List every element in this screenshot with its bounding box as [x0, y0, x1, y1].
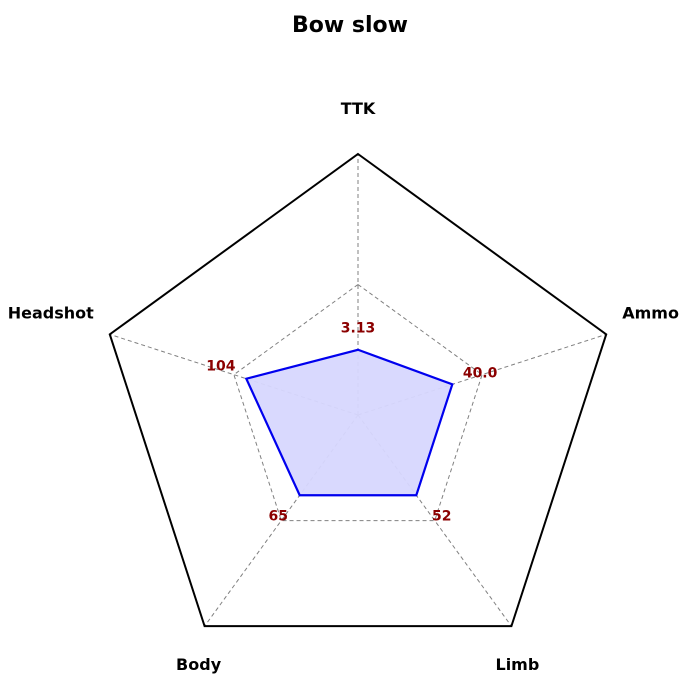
- value-label-body: 65: [269, 509, 288, 525]
- axis-label-headshot: Headshot: [8, 303, 94, 322]
- axis-label-ttk: TTK: [341, 99, 376, 118]
- outer-frame: [108, 152, 608, 628]
- series-layer: [244, 348, 454, 497]
- value-label-ammo: 40.0: [463, 366, 498, 382]
- value-label-limb: 52: [432, 509, 451, 525]
- grid-ring: [233, 283, 483, 522]
- axis-label-body: Body: [176, 655, 222, 674]
- axis-label-ammo: Ammo: [622, 303, 679, 322]
- value-label-headshot: 104: [206, 359, 235, 375]
- axis-label-limb: Limb: [496, 655, 540, 674]
- frame-layer: [108, 152, 608, 628]
- chart-title: Bow slow: [292, 13, 408, 38]
- label-layer: TTK Ammo Limb Body Headshot 3.13 40.0 52 65 104: [8, 99, 679, 674]
- series-area: [244, 348, 454, 497]
- value-label-ttk: 3.13: [341, 321, 376, 337]
